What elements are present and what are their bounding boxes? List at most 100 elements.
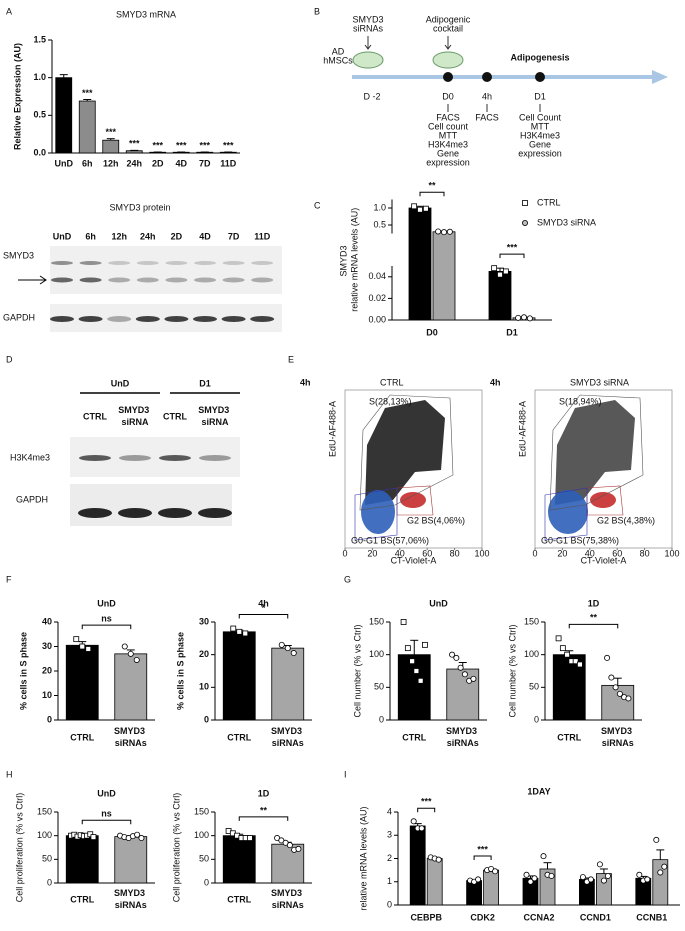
x-tick-label: 20 (367, 548, 377, 558)
assay-text: MTT (531, 121, 550, 131)
bar (408, 207, 432, 321)
legend-label: CTRL (537, 197, 561, 207)
data-point (492, 868, 499, 875)
x-tick-label: CCNA2 (523, 912, 554, 922)
data-point (290, 650, 297, 657)
x-tick-label: 12h (103, 158, 119, 168)
significance-label: ** (428, 181, 436, 191)
x-tick-label: 0 (342, 548, 347, 558)
data-point (531, 875, 538, 882)
y-tick-label: 30 (42, 641, 52, 651)
bar (483, 869, 500, 906)
y-tick-label: 40 (42, 616, 52, 626)
significance-label: *** (421, 797, 432, 807)
schematic-text: Adipogenic (426, 14, 471, 24)
y-axis-label: EdU-AF488-A (517, 401, 527, 457)
x-tick-label: 7D (199, 158, 211, 168)
dish (352, 51, 384, 69)
chart-title: 1D (588, 598, 600, 608)
blot (50, 246, 282, 294)
data-point (636, 871, 643, 878)
band (165, 261, 188, 265)
band (107, 316, 132, 322)
assay-text: Gene (529, 139, 551, 149)
group-label: UnD (111, 378, 130, 388)
data-point (73, 636, 80, 643)
bar (114, 836, 148, 884)
chart-title: UnD (97, 598, 116, 608)
data-point (413, 668, 420, 674)
data-point (440, 229, 447, 236)
assay-text: expression (426, 157, 470, 167)
y-tick-label: 20 (199, 649, 209, 659)
data-point (461, 671, 468, 678)
y-tick-label: 100 (194, 830, 209, 840)
significance-label: *** (105, 127, 116, 137)
data-point (247, 835, 253, 841)
schematic-text: SMYD3 (352, 14, 383, 24)
significance-label: ns (101, 614, 112, 624)
band (199, 455, 231, 461)
schematic-text: cocktail (433, 23, 463, 33)
lane-label: UnD (53, 231, 72, 241)
band (159, 455, 191, 461)
panel-label: B (314, 6, 320, 16)
data-point (134, 831, 141, 838)
legend-marker (522, 219, 529, 226)
data-point (661, 863, 668, 870)
data-point (559, 645, 566, 652)
row-label: H3K4me3 (10, 452, 50, 462)
band (136, 261, 159, 265)
assay-text: FACS (436, 112, 460, 122)
x-tick-label: CTRL (70, 732, 94, 742)
data-point (587, 876, 594, 883)
significance-bracket (568, 623, 619, 629)
data-point (572, 658, 579, 665)
lane-label: SMYD3 siRNA (198, 405, 232, 427)
gate-s (359, 394, 454, 511)
assay-text: MTT (439, 130, 458, 140)
x-tick-label: SMYD3 siRNAs (271, 726, 305, 748)
band (136, 277, 159, 283)
data-point (409, 658, 416, 665)
panel-label: A (6, 6, 12, 16)
data-point (90, 834, 97, 840)
band (78, 508, 112, 518)
group-label: D1 (199, 378, 211, 388)
data-point (400, 619, 407, 625)
assay-text: expression (518, 148, 562, 158)
y-tick-label: 0.0 (33, 147, 46, 157)
significance-label: *** (199, 140, 210, 150)
significance-bracket (81, 819, 132, 825)
assay-text: FACS (475, 112, 499, 122)
significance-bracket (238, 816, 289, 821)
data-point (555, 635, 562, 642)
band (108, 277, 131, 283)
data-point (653, 836, 660, 843)
data-point (608, 674, 615, 681)
y-tick-label: 0.5 (373, 219, 386, 229)
data-point (242, 630, 249, 637)
x-tick-label: 4D (175, 158, 187, 168)
data-point (564, 651, 571, 658)
significance-bracket (238, 614, 289, 619)
assay-text: Gene (437, 148, 459, 158)
process-label: Adipogenesis (510, 52, 569, 62)
bar (78, 100, 96, 154)
significance-bracket (419, 191, 445, 197)
x-tick-label: CTRL (557, 732, 581, 742)
y-tick-label: 0 (47, 877, 52, 887)
y-tick-label: 100 (37, 830, 52, 840)
y-tick-label: 150 (37, 806, 52, 816)
y-tick-label: 0 (204, 877, 209, 887)
y-tick-label: 1 (387, 876, 392, 886)
lane-label: 24h (140, 231, 156, 241)
y-axis-label: EdU-AF488-A (327, 401, 337, 457)
data-point (526, 315, 533, 322)
y-axis-label: % cells in S phase (18, 632, 28, 710)
band (222, 261, 245, 265)
y-tick-label: 2 (387, 853, 392, 863)
data-point (604, 654, 611, 661)
timepoint-label: D1 (534, 91, 546, 101)
